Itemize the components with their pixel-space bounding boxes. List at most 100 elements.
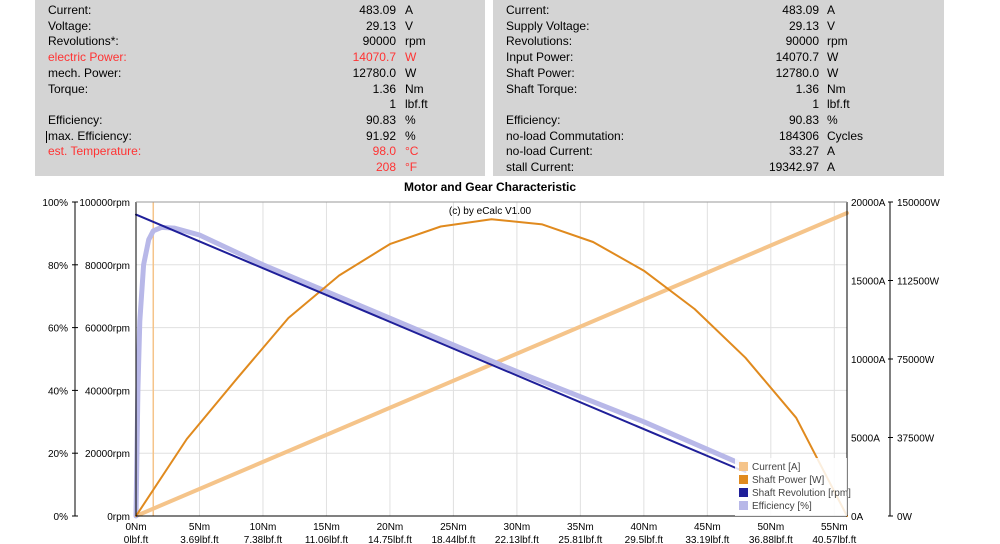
right-panel-unit: lbf.ft	[827, 97, 850, 112]
y-rpm-tick-label: 80000rpm	[85, 261, 130, 272]
x-tick-label: 30Nm	[504, 522, 531, 533]
left-panel-unit: W	[405, 65, 417, 80]
right-panel-unit: rpm	[827, 34, 848, 49]
right-panel-value: 12780.0	[775, 65, 819, 80]
right-panel-label: Shaft Power:	[506, 65, 575, 80]
right-panel-label: stall Current:	[506, 160, 575, 174]
left-panel-row: est. Temperature: 98.0 °C	[35, 144, 485, 160]
y-power-tick-label: 0W	[897, 512, 913, 523]
right-panel-label: Shaft Torque:	[506, 81, 578, 96]
left-panel-unit: rpm	[405, 34, 426, 49]
left-panel-value: 208	[375, 160, 396, 174]
right-panel-unit: A	[827, 144, 836, 159]
x-tick-label-lbf: 14.75lbf.ft	[368, 535, 412, 544]
y-percent-tick-label: 40%	[48, 386, 68, 397]
left-panel-row: Voltage: 29.13 V	[35, 19, 485, 35]
left-panel-row: Current: 483.09 A	[35, 3, 485, 19]
y-percent-tick-label: 20%	[48, 449, 68, 460]
right-panel-row: Supply Voltage: 29.13 V	[493, 19, 944, 35]
left-panel-label: Efficiency:	[48, 112, 103, 127]
left-panel-label: Torque:	[48, 81, 89, 96]
left-panel-unit: W	[405, 50, 417, 65]
left-panel-unit: V	[405, 18, 414, 33]
x-tick-label: 5Nm	[189, 522, 210, 533]
right-results-panel: Current: 483.09 A Supply Voltage: 29.13 V Revo…	[493, 0, 944, 176]
y-current-tick-label: 20000A	[851, 198, 886, 209]
chart-title: Motor and Gear Characteristic	[404, 180, 576, 194]
right-panel-row: Input Power: 14070.7 W	[493, 50, 944, 66]
x-tick-label: 0Nm	[125, 522, 146, 533]
right-panel-label: Efficiency:	[506, 112, 561, 127]
x-tick-label-lbf: 36.88lbf.ft	[749, 535, 793, 544]
right-panel-value: 33.27	[788, 144, 819, 159]
left-panel-label: Voltage:	[48, 18, 92, 33]
right-panel-label: no-load Commutation:	[506, 128, 625, 143]
y-percent-tick-label: 60%	[48, 324, 68, 335]
y-percent-tick-label: 80%	[48, 261, 68, 272]
left-panel-row: 1 lbf.ft	[35, 97, 485, 113]
legend-entry: Shaft Power [W]	[752, 475, 824, 486]
x-tick-label: 35Nm	[567, 522, 594, 533]
right-panel-row: no-load Commutation: 184306 Cycles	[493, 129, 944, 145]
left-panel-label: Current:	[48, 3, 92, 17]
x-tick-label: 45Nm	[694, 522, 721, 533]
x-tick-label-lbf: 22.13lbf.ft	[495, 535, 539, 544]
x-tick-label-lbf: 11.06lbf.ft	[305, 535, 348, 544]
x-tick-label-lbf: 18.44lbf.ft	[431, 535, 475, 544]
right-panel-unit: W	[827, 50, 839, 65]
y-rpm-tick-label: 100000rpm	[79, 198, 130, 209]
chart-credit: (c) by eCalc V1.00	[449, 206, 532, 217]
left-panel-row: 208 °F	[35, 160, 485, 176]
right-panel-unit: %	[827, 112, 838, 127]
left-panel-value: 12780.0	[352, 65, 396, 80]
chart-legend: Current [A] Shaft Power [W] Shaft Revoluti…	[735, 458, 851, 516]
left-panel-unit: °F	[405, 160, 418, 174]
right-panel-row: 1 lbf.ft	[493, 97, 944, 113]
y-current-tick-label: 10000A	[851, 355, 886, 366]
legend-swatch	[739, 462, 748, 471]
right-panel-value: 483.09	[782, 3, 819, 17]
left-panel-value: 1.36	[372, 81, 396, 96]
x-tick-label: 50Nm	[757, 522, 784, 533]
legend-entry: Shaft Revolution [rpm]	[752, 488, 851, 499]
x-tick-label-lbf: 0lbf.ft	[124, 535, 149, 544]
left-panel-label: est. Temperature:	[48, 144, 142, 159]
x-tick-label: 40Nm	[631, 522, 658, 533]
right-panel-value: 1	[812, 97, 819, 112]
left-panel-row: electric Power: 14070.7 W	[35, 50, 485, 66]
right-panel-label: Revolutions:	[506, 34, 573, 49]
left-panel-unit: °C	[405, 144, 419, 159]
right-panel-row: no-load Current: 33.27 A	[493, 144, 944, 160]
left-panel-label: electric Power:	[48, 50, 127, 65]
x-tick-label-lbf: 3.69lbf.ft	[180, 535, 219, 544]
right-panel-value: 29.13	[788, 18, 819, 33]
y-current-tick-label: 5000A	[851, 434, 880, 445]
x-tick-label-lbf: 40.57lbf.ft	[812, 535, 856, 544]
x-tick-label-lbf: 25.81lbf.ft	[558, 535, 602, 544]
right-panel-label: Current:	[506, 3, 550, 17]
right-panel-unit: A	[827, 160, 836, 174]
y-power-tick-label: 112500W	[897, 277, 940, 288]
left-panel-label: mech. Power:	[48, 65, 122, 80]
chart-axes: 0Nm 0lbf.ft 5Nm 3.69lbf.ft 10Nm 7.38lbf.ft 15N…	[42, 198, 940, 544]
right-panel-row: Shaft Power: 12780.0 W	[493, 66, 944, 82]
right-panel-value: 184306	[778, 128, 819, 143]
right-panel-unit: Cycles	[827, 128, 864, 143]
y-percent-tick-label: 100%	[42, 198, 68, 209]
y-rpm-tick-label: 20000rpm	[85, 449, 130, 460]
left-panel-value: 483.09	[359, 3, 396, 17]
right-panel-unit: Nm	[827, 81, 846, 96]
right-panel-row: Revolutions: 90000 rpm	[493, 34, 944, 50]
x-tick-label: 55Nm	[821, 522, 848, 533]
x-tick-label: 10Nm	[250, 522, 277, 533]
y-current-tick-label: 15000A	[851, 277, 886, 288]
right-panel-row: Efficiency: 90.83%	[493, 113, 944, 129]
shaft-power-series-line	[135, 218, 848, 517]
left-panel-row: Torque: 1.36 Nm	[35, 82, 485, 98]
legend-box	[735, 458, 847, 516]
y-percent-tick-label: 0%	[54, 512, 69, 523]
x-tick-label: 15Nm	[313, 522, 340, 533]
right-panel-label: Input Power:	[506, 50, 574, 65]
right-panel-value: 19342.97	[768, 160, 819, 174]
x-tick-label: 25Nm	[440, 522, 467, 533]
